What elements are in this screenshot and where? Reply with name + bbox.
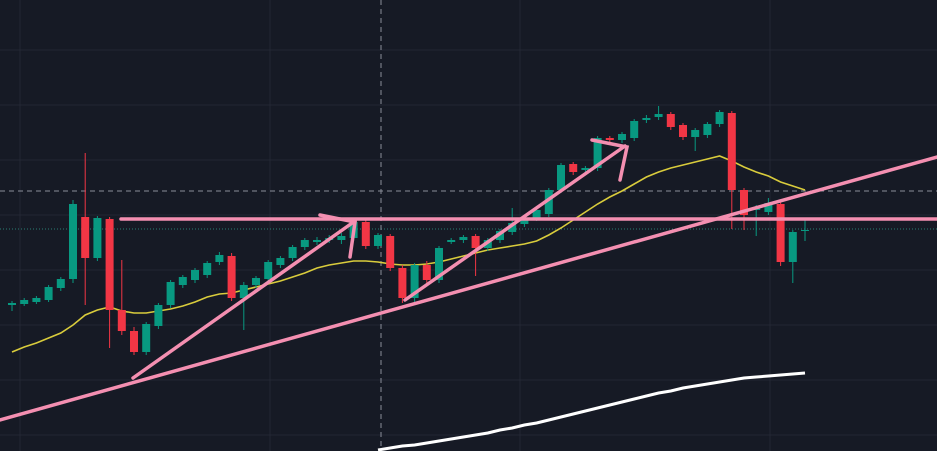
candle-body xyxy=(398,268,407,298)
candle-body xyxy=(703,124,712,135)
candle-body xyxy=(81,217,90,258)
candle-body xyxy=(44,287,53,300)
moving-average-line xyxy=(377,371,806,451)
candle-body xyxy=(679,125,687,137)
candle-body xyxy=(630,121,639,138)
arrow-line xyxy=(131,219,357,380)
candle-body xyxy=(361,222,370,246)
candle-body xyxy=(32,298,41,302)
candle-body xyxy=(532,210,541,218)
candle-body xyxy=(471,236,480,248)
candle-body xyxy=(666,114,675,127)
candle-body xyxy=(239,285,248,298)
candle-body xyxy=(227,256,236,298)
candle-body xyxy=(581,168,590,170)
candle-body xyxy=(215,255,224,262)
drawings xyxy=(0,138,937,422)
candle-body xyxy=(727,113,736,190)
candle-body xyxy=(166,282,175,305)
candle-body xyxy=(422,265,431,280)
trend-line xyxy=(0,155,937,422)
candle-body xyxy=(69,204,77,279)
candle-body xyxy=(142,324,151,352)
candle-body xyxy=(203,263,212,275)
candle-body xyxy=(130,331,138,352)
candle-body xyxy=(252,278,260,285)
candle-body xyxy=(8,303,16,305)
candle-body xyxy=(642,118,651,120)
series xyxy=(8,106,809,451)
candle-body xyxy=(191,270,199,280)
candle-body xyxy=(715,112,724,124)
candle-body xyxy=(447,240,456,242)
candle-body xyxy=(740,190,748,215)
candle-body xyxy=(508,223,517,232)
candle-body xyxy=(569,164,578,172)
candle-body xyxy=(313,240,321,242)
candle-body xyxy=(605,138,614,140)
candle-body xyxy=(435,248,443,280)
candle-body xyxy=(300,240,309,247)
candle-body xyxy=(557,165,565,190)
candle-body xyxy=(459,237,468,240)
candle-body xyxy=(386,236,395,268)
candle-body xyxy=(691,130,700,137)
candle-body xyxy=(178,277,187,285)
candle-body xyxy=(593,138,602,168)
candle-body xyxy=(410,265,419,298)
arrow-line xyxy=(403,144,627,302)
candle-body xyxy=(56,279,65,288)
candle-body xyxy=(337,236,346,240)
candle-body xyxy=(20,300,29,304)
candle-body xyxy=(93,218,102,258)
candle-body xyxy=(105,219,114,310)
candle-body xyxy=(520,218,529,224)
candle-body xyxy=(264,262,273,279)
candle-body xyxy=(374,235,382,246)
candle-body xyxy=(544,190,553,214)
arrow-head xyxy=(590,138,630,182)
candle-body xyxy=(618,134,626,140)
candle-body xyxy=(288,247,297,258)
arrow-head xyxy=(318,213,357,259)
candle-body xyxy=(154,305,163,326)
candle-body xyxy=(801,230,809,231)
candle-body xyxy=(764,203,773,212)
candle-body xyxy=(117,310,126,331)
candle-body xyxy=(276,258,285,265)
candle-body xyxy=(788,232,797,262)
moving-average-line xyxy=(11,155,806,353)
candle-body xyxy=(654,114,663,117)
candle-body xyxy=(776,204,785,262)
